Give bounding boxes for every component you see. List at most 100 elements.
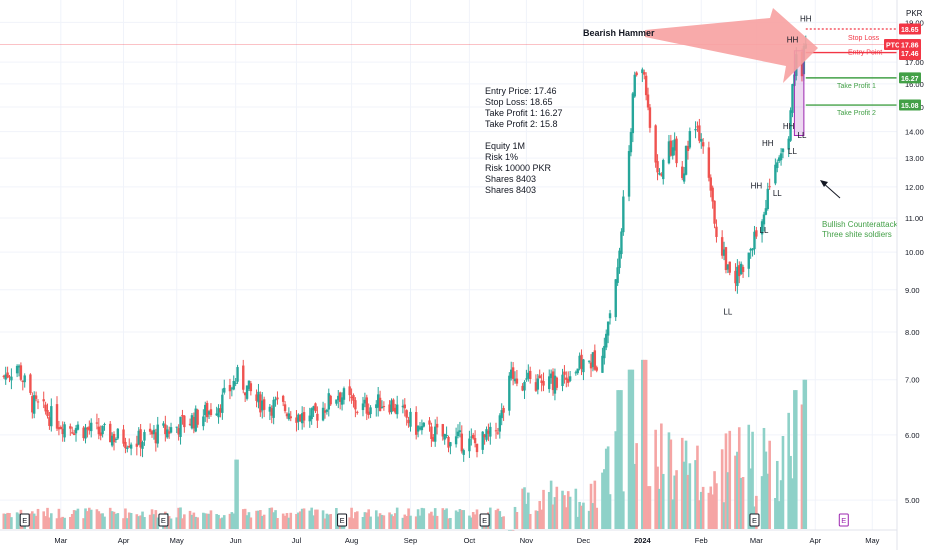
volume-bar [114, 513, 118, 529]
x-tick-label: May [170, 536, 184, 545]
candle-body [462, 450, 465, 455]
volume-bar [232, 513, 236, 529]
volume-bar [196, 517, 199, 529]
candle-body [270, 408, 273, 416]
candle-body [487, 430, 490, 434]
candle-body [595, 367, 598, 371]
volume-bar [707, 492, 711, 529]
volume-bar [376, 516, 380, 529]
candle-body [230, 388, 234, 390]
volume-bar [502, 516, 505, 529]
volume-bar [591, 503, 595, 529]
y-tick-label: 11.00 [905, 214, 923, 223]
x-tick-label: Aug [345, 536, 358, 545]
volume-bar [8, 513, 11, 529]
volume-bar [192, 512, 196, 529]
stop-loss-label: Stop Loss [848, 35, 880, 42]
candle-body [242, 365, 245, 390]
candle-body [418, 427, 422, 430]
take-profit-1-label: Take Profit 1 [837, 83, 876, 90]
candle-body [414, 412, 418, 435]
candle-body [494, 430, 498, 432]
volume-bar [791, 478, 794, 529]
volume-bar [76, 508, 80, 529]
candle-body [323, 410, 327, 413]
candle-body [523, 381, 526, 391]
x-tick-label: Feb [695, 536, 708, 545]
candle-body [103, 424, 106, 426]
candle-body [128, 445, 131, 448]
candle-body [605, 333, 608, 348]
y-tick-label: 9.00 [905, 286, 920, 295]
volume-bar [335, 507, 338, 529]
volume-bar [46, 507, 49, 529]
candle-body [553, 375, 557, 394]
volume-bar [549, 480, 553, 529]
candle-body [508, 375, 511, 411]
candle-body [204, 404, 207, 416]
volume-bar [454, 510, 458, 529]
volume-bar [580, 505, 583, 529]
volume-bar [445, 508, 448, 529]
volume-bar [498, 511, 502, 529]
candle-body [90, 422, 93, 432]
candle-body [126, 447, 129, 449]
candle-body [525, 378, 528, 380]
earnings-marker [158, 513, 169, 527]
volume-bar [395, 507, 399, 529]
candle-body [183, 415, 186, 428]
candle-body [627, 151, 631, 197]
candle-body [340, 397, 344, 405]
volume-bar [781, 436, 785, 529]
volume-bar [207, 513, 211, 529]
volume-bar [181, 518, 184, 529]
candle-body [188, 423, 192, 425]
candle-body [593, 350, 597, 370]
take-profit-2-label: Take Profit 2 [837, 110, 876, 117]
candle-body [673, 139, 676, 151]
volume-bar [154, 510, 158, 529]
candle-body [276, 397, 279, 400]
volume-bar [565, 507, 568, 529]
candle-body [521, 385, 524, 391]
candle-body [635, 72, 638, 76]
candle-body [272, 399, 275, 418]
volume-bar [604, 448, 608, 529]
volume-bar [728, 430, 732, 529]
volume-bar [747, 424, 751, 529]
volume-bar [285, 513, 289, 529]
candle-body [701, 142, 705, 147]
candle-body [394, 407, 397, 413]
candle-body [416, 425, 420, 432]
volume-bar [551, 504, 555, 529]
candle-body [36, 401, 40, 403]
volume-bar [709, 486, 713, 529]
candle-body [473, 438, 477, 444]
volume-bar [126, 518, 129, 529]
volume-bar [641, 359, 644, 529]
volume-bar [563, 495, 566, 529]
price-tag-text: PTC [886, 43, 900, 50]
candle-body [262, 399, 266, 410]
candle-body [475, 443, 479, 453]
candle-body [181, 414, 184, 417]
candle-body [21, 380, 25, 382]
price-axis[interactable]: PKR 5.00 6.00 7.00 8.00 9.00 10.00 11.00 12.00 1… [896, 0, 932, 550]
volume-bar [416, 509, 420, 529]
candle-body [215, 413, 218, 416]
candle-body [327, 393, 330, 410]
volume-bar [751, 431, 754, 529]
volume-bar [150, 509, 154, 529]
time-axis[interactable]: Mar Apr May Jun Jul Aug Sep Oct Nov Dec 2024 Feb Mar… [0, 529, 897, 545]
candle-body [15, 365, 19, 374]
y-tick-label: 19.00 [905, 18, 924, 27]
candle-body [500, 410, 503, 419]
candle-body [217, 408, 220, 418]
price-tag-bg [899, 23, 921, 35]
candle-body [99, 432, 102, 436]
candle-body [511, 367, 515, 379]
candle-body [166, 429, 169, 438]
x-tick-label: Jul [292, 536, 302, 545]
